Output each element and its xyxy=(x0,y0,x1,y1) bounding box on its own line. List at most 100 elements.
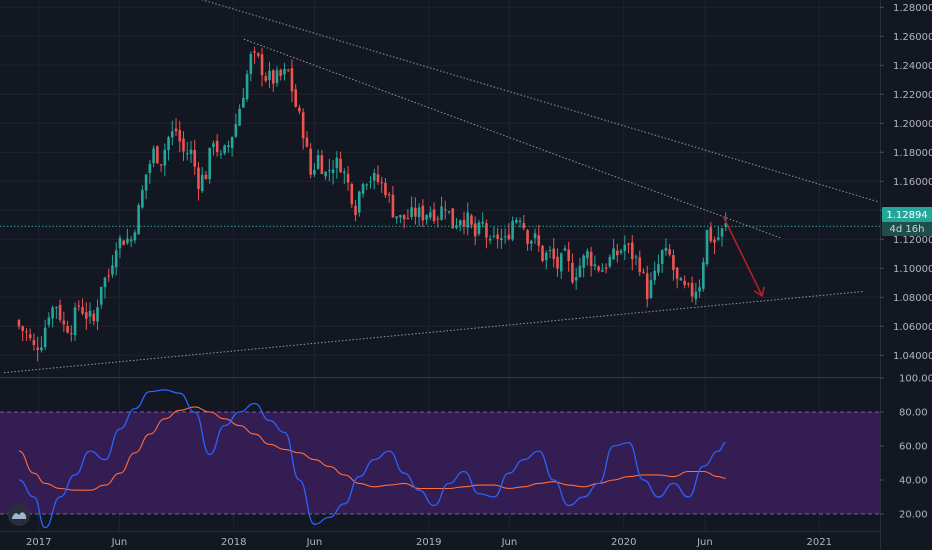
candle-body xyxy=(96,307,99,322)
candle-body xyxy=(253,51,256,53)
candle-body xyxy=(544,252,548,261)
candle-body xyxy=(709,227,713,242)
candle-body xyxy=(264,76,268,81)
candle-body xyxy=(429,212,432,218)
candle-body xyxy=(541,245,544,262)
candle-body xyxy=(593,264,597,267)
candle-body xyxy=(275,70,279,84)
candle-body xyxy=(406,218,410,220)
candle-body xyxy=(604,267,608,269)
candle-body xyxy=(357,191,361,213)
candle-body xyxy=(215,140,219,153)
candle-body xyxy=(21,326,24,331)
candle-body xyxy=(619,250,623,253)
candle-body xyxy=(567,249,570,262)
candle-body xyxy=(522,223,526,229)
price-candles xyxy=(17,46,728,362)
price-tick-label: 1.04000 xyxy=(893,351,932,362)
candle-body xyxy=(144,174,148,191)
candle-body xyxy=(189,149,193,154)
candle-body xyxy=(571,262,574,283)
countdown-label: 4d 16h xyxy=(890,224,925,235)
candle-body xyxy=(70,333,73,335)
time-tick-label: Jun xyxy=(111,537,128,548)
candle-body xyxy=(81,307,84,314)
candle-body xyxy=(290,68,294,92)
candle-body xyxy=(223,145,226,154)
candle-body xyxy=(129,239,133,242)
time-tick-label: 2020 xyxy=(611,537,636,548)
candle-body xyxy=(724,223,728,228)
candle-body xyxy=(245,74,249,100)
candle-body xyxy=(687,283,690,285)
candle-body xyxy=(279,69,283,76)
candle-body xyxy=(481,221,484,224)
candle-body xyxy=(320,155,324,174)
candle-body xyxy=(301,112,305,139)
candle-body xyxy=(212,143,215,147)
candle-body xyxy=(32,339,36,346)
rsi-tick-label: 20.00 xyxy=(899,510,928,521)
candle-body xyxy=(675,267,679,279)
rsi-axis[interactable]: 100.00 80.00 60.00 40.00 20.00 xyxy=(880,374,932,521)
candle-body xyxy=(720,228,724,237)
candle-body xyxy=(316,155,320,169)
candle-body xyxy=(200,174,204,192)
rsi-pane xyxy=(0,389,880,529)
candle-body xyxy=(705,229,709,265)
candle-body xyxy=(679,278,683,281)
candle-body xyxy=(548,250,552,252)
candle-body xyxy=(638,257,642,273)
candle-body xyxy=(526,230,529,244)
candle-body xyxy=(511,220,514,240)
candle-body xyxy=(88,310,92,317)
candle-body xyxy=(447,211,451,213)
candle-body xyxy=(283,69,286,75)
candle-body xyxy=(425,215,428,220)
tradingview-logo[interactable] xyxy=(8,504,30,526)
candle-body xyxy=(672,255,675,270)
price-axis[interactable]: 1.28000 1.26000 1.24000 1.22000 1.20000 1.180… xyxy=(880,3,932,362)
price-tick-label: 1.08000 xyxy=(893,293,932,304)
candle-body xyxy=(185,153,189,155)
candle-body xyxy=(578,265,582,277)
candle-body xyxy=(533,233,537,239)
candle-body xyxy=(324,171,327,177)
time-tick-label: 2019 xyxy=(416,537,441,548)
candle-body xyxy=(193,149,197,167)
candle-body xyxy=(589,251,593,267)
candle-body xyxy=(608,256,612,267)
candle-body xyxy=(556,256,559,269)
time-tick-label: 2018 xyxy=(221,537,246,548)
candle-body xyxy=(466,212,470,228)
candle-body xyxy=(92,313,96,321)
candle-body xyxy=(616,250,619,256)
time-axis[interactable]: 2017 Jun 2018 Jun 2019 Jun 2020 Jun 2021 xyxy=(26,537,832,548)
long-resistance-trend-line xyxy=(201,0,878,203)
candle-body xyxy=(518,220,522,222)
candle-body xyxy=(361,184,365,194)
candle-body xyxy=(627,243,630,245)
candle-body xyxy=(537,235,541,246)
support-trend-line xyxy=(3,290,864,374)
candle-body xyxy=(443,209,447,211)
candle-body xyxy=(432,209,436,222)
price-tick-label: 1.10000 xyxy=(893,264,932,275)
price-tick-label: 1.18000 xyxy=(893,148,932,159)
rsi-tick-label: 60.00 xyxy=(899,442,928,453)
candle-body xyxy=(690,282,694,297)
candle-body xyxy=(227,145,230,147)
candle-body xyxy=(148,163,152,173)
rsi-ma-line xyxy=(18,406,726,491)
candle-body xyxy=(331,169,335,173)
candle-body xyxy=(268,70,271,81)
candle-body xyxy=(313,169,316,175)
rsi-tick-label: 40.00 xyxy=(899,476,928,487)
candle-body xyxy=(17,320,21,327)
candle-body xyxy=(376,174,380,182)
candle-body xyxy=(630,242,634,260)
candle-body xyxy=(417,207,421,218)
price-tick-label: 1.12000 xyxy=(893,235,932,246)
candle-body xyxy=(402,214,406,220)
